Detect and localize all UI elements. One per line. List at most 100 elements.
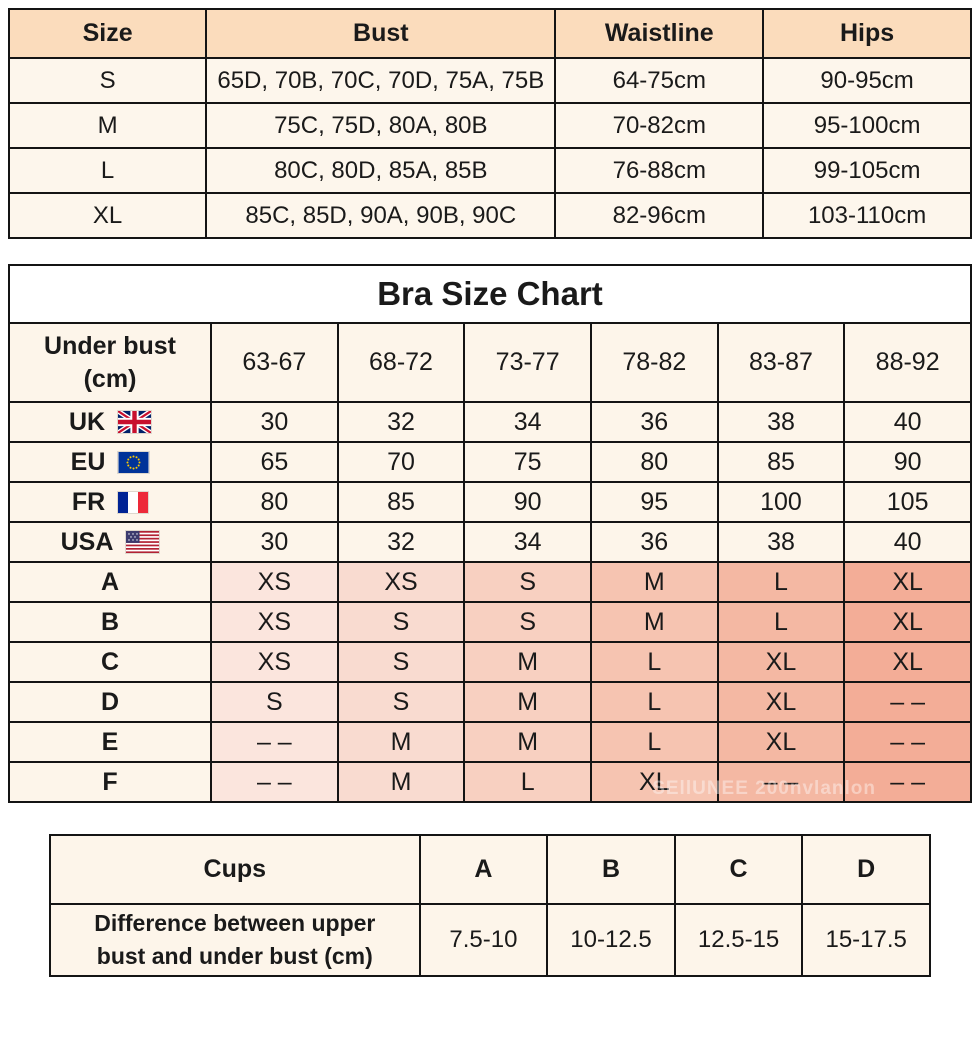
underbust-header-cell: Under bust (cm) — [7, 322, 213, 403]
cup-row: B XS S S M L XL — [7, 601, 972, 643]
cup-label-cell: C — [7, 641, 213, 683]
region-label: UK — [68, 407, 106, 436]
size-value-cell: 65D, 70B, 70C, 70D, 75A, 75B — [205, 57, 557, 104]
region-size-cell: 34 — [463, 521, 592, 563]
region-size-cell: 80 — [210, 481, 339, 523]
size-value-cell: 76-88cm — [554, 147, 765, 194]
size-table-header-cell: Size — [7, 8, 208, 59]
cup-header-cell: B — [546, 834, 676, 905]
region-label-cell: UK — [7, 401, 213, 443]
region-size-cell: 34 — [463, 401, 592, 443]
bra-chart-title: Bra Size Chart — [8, 264, 972, 324]
cup-size-cell: M — [463, 681, 592, 723]
cup-size-cell: S — [463, 561, 592, 603]
cup-header-cell: C — [673, 834, 804, 905]
cup-row: F – – M L XL – – – – — [7, 761, 972, 803]
cups-header-label: Cups — [49, 834, 421, 905]
size-table-header-row: Size Bust Waistline Hips — [7, 8, 972, 59]
underbust-range-cell: 63-67 — [210, 322, 339, 403]
bra-size-chart-table: Bra Size Chart Under bust (cm) 63-67 68-7… — [7, 264, 972, 803]
size-label-cell: L — [7, 147, 208, 194]
size-table-header-cell: Waistline — [554, 8, 765, 59]
size-value-cell: 85C, 85D, 90A, 90B, 90C — [205, 192, 557, 239]
cup-size-cell: L — [716, 561, 846, 603]
region-label-cell: EU — [7, 441, 213, 483]
cup-size-cell: S — [210, 681, 339, 723]
region-size-cell: 36 — [589, 401, 719, 443]
size-table-header-cell: Hips — [762, 8, 972, 59]
size-table-row: XL 85C, 85D, 90A, 90B, 90C 82-96cm 103-110c… — [7, 192, 972, 239]
cup-size-cell: S — [336, 641, 466, 683]
cup-size-cell: XL — [843, 561, 972, 603]
region-size-cell: 30 — [210, 521, 339, 563]
region-row: EU 65 70 75 80 85 90 — [7, 441, 972, 483]
fr-flag-icon — [118, 491, 149, 513]
cup-difference-cell: 15-17.5 — [801, 903, 931, 977]
region-label: USA — [60, 527, 114, 556]
cup-size-cell: – – — [843, 681, 972, 723]
region-size-cell: 36 — [589, 521, 719, 563]
size-value-cell: 95-100cm — [762, 102, 972, 149]
underbust-range-cell: 73-77 — [463, 322, 592, 403]
cup-size-cell: – – — [843, 761, 972, 803]
cup-size-cell: XL — [843, 601, 972, 643]
cup-size-cell: XS — [336, 561, 466, 603]
region-size-cell: 90 — [843, 441, 972, 483]
underbust-header-line1: Under bust — [44, 332, 176, 360]
region-label-cell: FR — [7, 481, 213, 523]
size-label-cell: XL — [7, 192, 208, 239]
cup-row: A XS XS S M L XL — [7, 561, 972, 603]
cup-size-cell: M — [336, 761, 466, 803]
cup-size-cell: – – — [716, 761, 846, 803]
size-value-cell: 99-105cm — [762, 147, 972, 194]
size-value-cell: 103-110cm — [762, 192, 972, 239]
cup-size-cell: – – — [210, 761, 339, 803]
region-row: FR 80 85 90 95 100 105 — [7, 481, 972, 523]
cup-difference-cell: 10-12.5 — [546, 903, 676, 977]
region-label-cell: USA — [7, 521, 213, 563]
region-label: FR — [71, 487, 106, 516]
usa-flag-icon — [126, 531, 160, 553]
eu-flag-icon — [118, 451, 149, 473]
cup-size-cell: S — [463, 601, 592, 643]
region-size-cell: 85 — [716, 441, 846, 483]
size-value-cell: 75C, 75D, 80A, 80B — [205, 102, 557, 149]
region-size-cell: 105 — [843, 481, 972, 523]
cup-label-cell: E — [7, 721, 213, 763]
underbust-range-cell: 68-72 — [336, 322, 466, 403]
cup-size-cell: M — [463, 641, 592, 683]
cup-size-cell: – – — [210, 721, 339, 763]
region-row: USA 30 32 34 36 38 40 — [7, 521, 972, 563]
underbust-range-cell: 83-87 — [716, 322, 846, 403]
region-size-cell: 85 — [336, 481, 466, 523]
region-size-cell: 95 — [589, 481, 719, 523]
cup-size-cell: M — [336, 721, 466, 763]
region-size-cell: 70 — [336, 441, 466, 483]
size-value-cell: 90-95cm — [762, 57, 972, 104]
cup-label-cell: B — [7, 601, 213, 643]
bra-header-row: Under bust (cm) 63-67 68-72 73-77 78-82 83-8… — [7, 322, 972, 403]
cups-value-row: Difference between upper bust and under … — [49, 903, 931, 977]
cup-size-cell: M — [589, 601, 719, 643]
cup-row: C XS S M L XL XL — [7, 641, 972, 683]
region-size-cell: 90 — [463, 481, 592, 523]
region-size-cell: 38 — [716, 521, 846, 563]
cup-difference-label: Difference between upper bust and under … — [49, 903, 421, 977]
size-value-cell: 70-82cm — [554, 102, 765, 149]
size-table-row: L 80C, 80D, 85A, 85B 76-88cm 99-105cm — [7, 147, 972, 194]
bra-size-chart-section: Bra Size Chart Under bust (cm) 63-67 68-7… — [7, 264, 972, 803]
uk-flag-icon — [118, 411, 152, 433]
underbust-header-line2: (cm) — [83, 364, 137, 393]
underbust-range-cell: 88-92 — [843, 322, 972, 403]
cup-size-cell: L — [589, 721, 719, 763]
cup-header-cell: A — [418, 834, 549, 905]
cup-size-cell: L — [716, 601, 846, 643]
region-size-cell: 40 — [843, 521, 972, 563]
bra-table-body: Bra Size Chart Under bust (cm) 63-67 68-7… — [7, 264, 972, 803]
region-size-cell: 40 — [843, 401, 972, 443]
cup-difference-cell: 12.5-15 — [673, 903, 804, 977]
region-size-cell: 32 — [336, 401, 466, 443]
region-label: EU — [70, 447, 106, 476]
